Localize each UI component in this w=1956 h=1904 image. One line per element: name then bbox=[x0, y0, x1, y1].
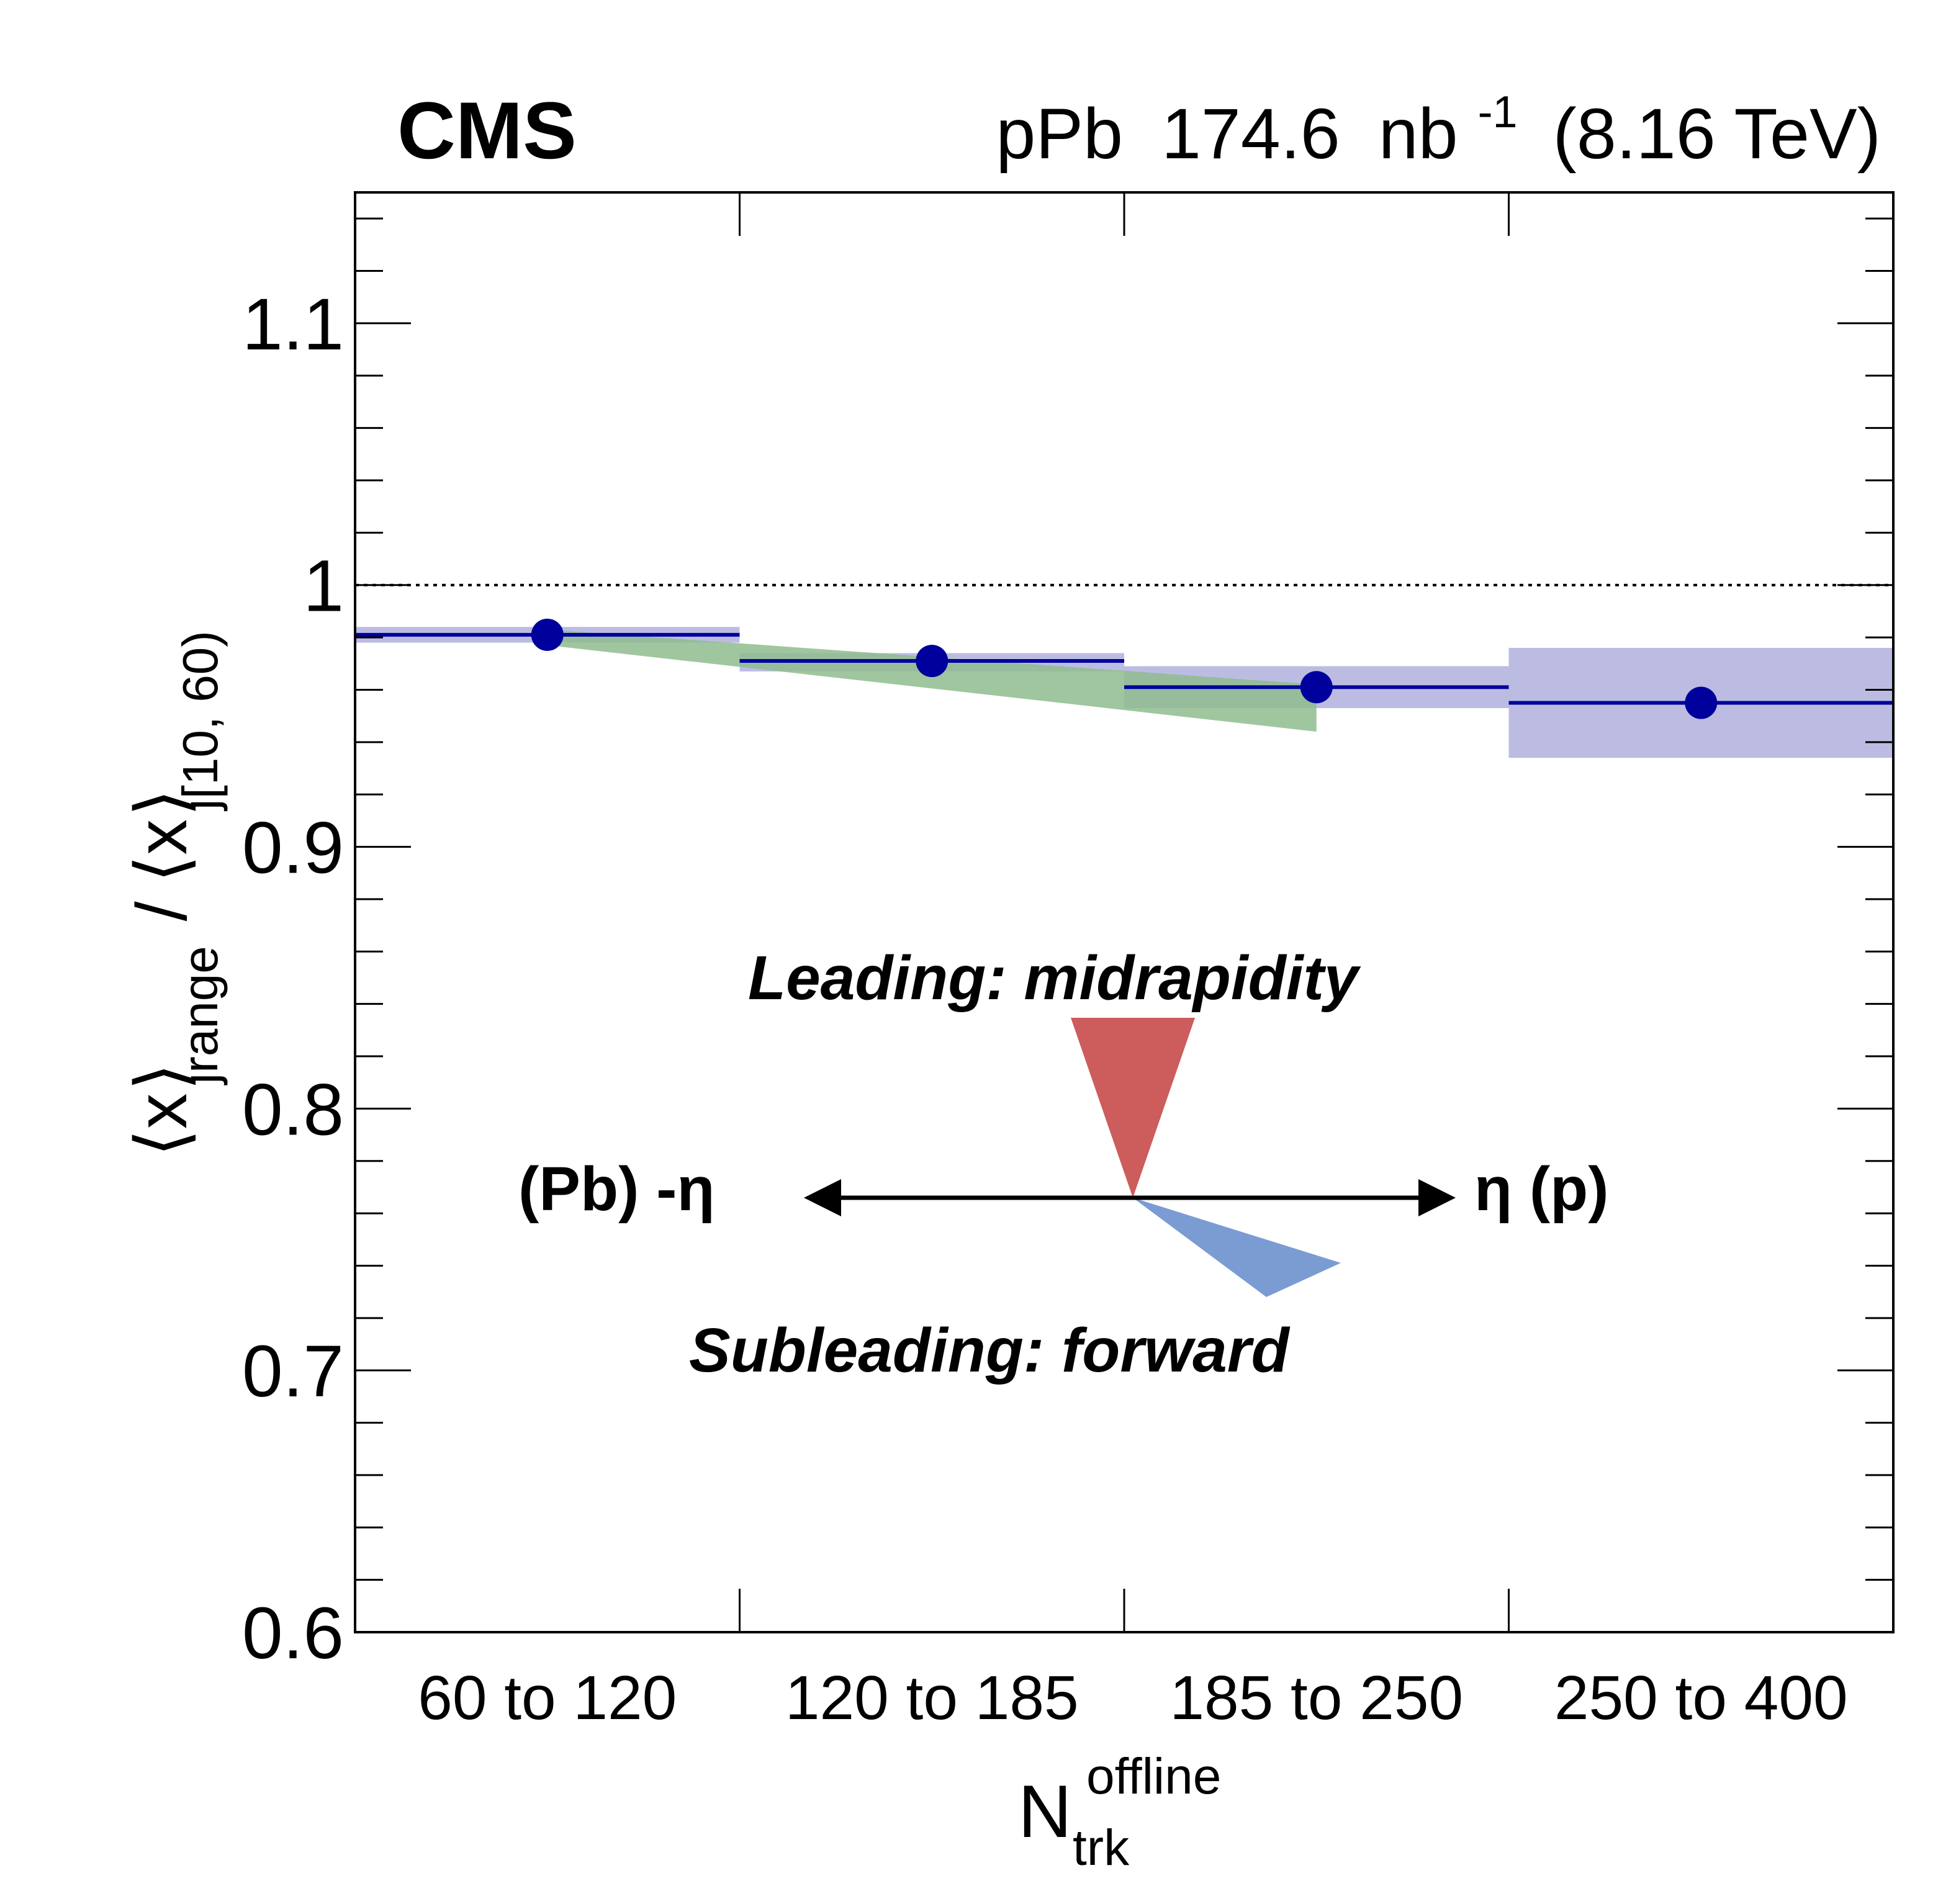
ytick-label-1: 0.7 bbox=[242, 1331, 344, 1412]
xtick-label-3: 250 to 400 bbox=[1554, 1663, 1848, 1733]
series-group bbox=[355, 618, 1893, 719]
data-point-3 bbox=[1685, 686, 1718, 719]
lumi-value: 174.6 bbox=[1161, 94, 1340, 174]
xtick-label-0: 60 to 120 bbox=[418, 1663, 677, 1733]
ylabel-numer-sub1: j bbox=[173, 1073, 228, 1085]
ylabel-slash: / bbox=[122, 901, 202, 921]
y-tick-labels: 0.6 0.7 0.8 0.9 1 1.1 bbox=[242, 284, 344, 1674]
ylabel-numer-close: ⟩ bbox=[122, 1063, 202, 1091]
leading-label: Leading: midrapidity bbox=[748, 943, 1361, 1013]
y-axis-title: ⟨x⟩jrange/⟨x⟩j[10, 60) bbox=[122, 631, 228, 1157]
lumi-system: pPb bbox=[996, 94, 1123, 174]
ylabel-numer-sub2: range bbox=[173, 946, 228, 1073]
xtick-label-1: 120 to 185 bbox=[785, 1663, 1079, 1733]
subleading-triangle bbox=[1133, 1198, 1341, 1297]
ytick-label-0: 0.6 bbox=[242, 1592, 344, 1674]
x-axis-title: N offline bbox=[1018, 1748, 1221, 1853]
ylabel-denom-sub2: [10, 60) bbox=[173, 631, 228, 799]
arrow-right-icon bbox=[1418, 1179, 1456, 1216]
model-band-group bbox=[547, 629, 1317, 732]
ytick-label-4: 1 bbox=[303, 546, 344, 627]
x-tick-labels: 60 to 120 120 to 185 185 to 250 250 to 400 bbox=[418, 1663, 1847, 1733]
xlabel-sub: trk bbox=[1073, 1820, 1130, 1876]
arrow-left-icon bbox=[804, 1179, 841, 1216]
ylabel-denom-base: ⟨x bbox=[122, 819, 202, 882]
ytick-label-3: 0.9 bbox=[242, 807, 344, 889]
left-eta-label: (Pb) -η bbox=[518, 1154, 715, 1224]
svg-text:⟨x⟩jrange/⟨x⟩j[10, 60): ⟨x⟩jrange/⟨x⟩j[10, 60) bbox=[122, 631, 228, 1157]
ylabel-numer-base: ⟨x bbox=[122, 1093, 202, 1157]
lumi-label: pPb 174.6 nb -1 (8.16 TeV) bbox=[996, 63, 1881, 174]
ylabel-denom-close: ⟩ bbox=[122, 789, 202, 817]
right-eta-label: η (p) bbox=[1474, 1154, 1609, 1224]
kinematics-diagram: Leading: midrapidity (Pb) -η η (p) Suble… bbox=[518, 943, 1609, 1385]
data-point-2 bbox=[1300, 671, 1333, 704]
experiment-label: CMS bbox=[397, 85, 577, 176]
ylabel-denom-sub1: j bbox=[173, 799, 228, 811]
xtick-label-2: 185 to 250 bbox=[1170, 1663, 1463, 1733]
y-ticks bbox=[355, 217, 1893, 1633]
ytick-label-5: 1.1 bbox=[242, 284, 344, 366]
lumi-unit: nb bbox=[1379, 94, 1458, 174]
model-band bbox=[547, 629, 1317, 732]
lumi-energy: (8.16 TeV) bbox=[1553, 94, 1881, 174]
leading-triangle bbox=[1071, 1018, 1195, 1198]
subleading-label: Subleading: forward bbox=[689, 1316, 1291, 1385]
data-point-1 bbox=[916, 645, 949, 678]
data-point-0 bbox=[531, 618, 564, 651]
ytick-label-2: 0.8 bbox=[242, 1069, 344, 1151]
xlabel-base: N bbox=[1018, 1770, 1072, 1853]
plot-frame bbox=[354, 191, 1895, 1633]
xlabel-sup: offline bbox=[1086, 1748, 1221, 1805]
x-ticks bbox=[739, 192, 1510, 1632]
lumi-exponent: -1 bbox=[1478, 88, 1518, 137]
